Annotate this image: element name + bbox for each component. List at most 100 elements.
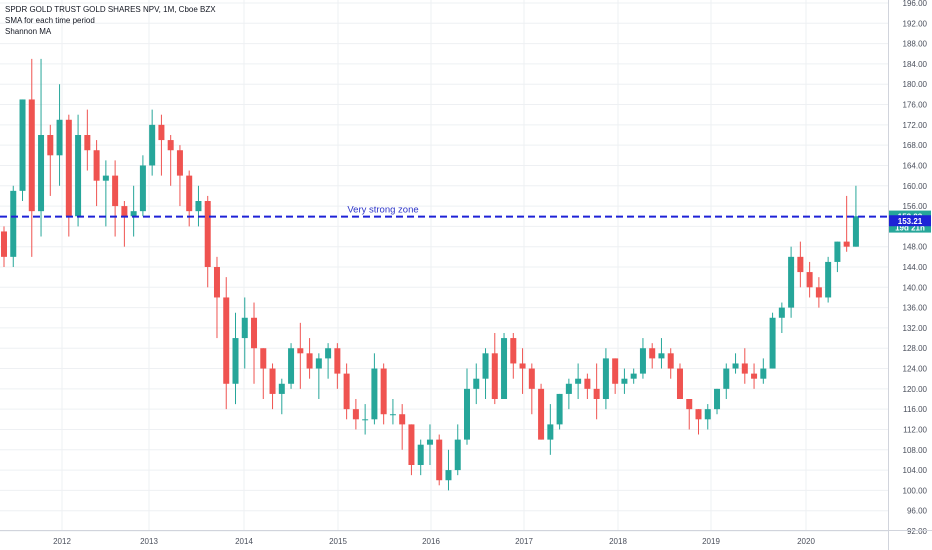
candle	[371, 353, 378, 425]
candle-body	[575, 378, 582, 384]
candle	[676, 363, 683, 399]
candle-body	[167, 140, 174, 151]
grid-lines	[0, 0, 888, 532]
candle-body	[769, 317, 776, 369]
zone-label: Very strong zone	[347, 205, 418, 216]
candle-body	[371, 368, 378, 420]
candle	[454, 424, 461, 476]
candle	[704, 404, 711, 430]
candle-body	[10, 190, 17, 257]
x-tick-label: 2016	[422, 537, 440, 546]
candle-body	[149, 124, 156, 166]
candle	[806, 261, 813, 298]
legend-indicator-sma[interactable]: SMA for each time period	[5, 16, 95, 25]
candle	[519, 348, 526, 394]
candle	[843, 195, 850, 252]
candle	[695, 409, 702, 435]
chart-legend: SPDR GOLD TRUST GOLD SHARES NPV, 1M, Cbo…	[5, 4, 216, 37]
candle-body	[667, 353, 674, 369]
y-tick-label: 132.00	[903, 324, 928, 333]
x-tick-label: 2014	[235, 537, 253, 546]
y-tick-label: 136.00	[903, 304, 928, 313]
candle-body	[19, 99, 26, 191]
candle	[686, 399, 693, 430]
candle-body	[473, 378, 480, 389]
candle	[501, 333, 508, 399]
y-tick-label: 104.00	[903, 466, 928, 475]
candle-body	[723, 368, 730, 389]
candle	[612, 358, 619, 394]
candle	[278, 378, 285, 415]
y-tick-label: 156.00	[903, 202, 928, 211]
candle	[19, 99, 26, 201]
time-axis[interactable]: 2012 2013 2014 2015 2016 2017 2018 2019 2020	[0, 530, 932, 547]
candle-body	[436, 439, 443, 481]
x-tick-label: 2013	[140, 537, 158, 546]
price-axis[interactable]: 92.00 96.00 100.00 104.00 108.00 112.00 116.00…	[888, 0, 928, 550]
y-tick-label: 124.00	[903, 365, 928, 374]
candle-body	[482, 353, 489, 379]
y-tick-label: 172.00	[903, 121, 928, 130]
candle	[714, 388, 721, 415]
candle	[75, 114, 82, 227]
y-tick-label: 176.00	[903, 101, 928, 110]
y-tick-label: 160.00	[903, 182, 928, 191]
candle-body	[538, 388, 545, 440]
candle	[343, 363, 350, 420]
candle-body	[630, 373, 637, 379]
candle	[149, 109, 156, 176]
legend-indicator-shannon[interactable]: Shannon MA	[5, 27, 52, 36]
candle-body	[408, 424, 415, 465]
candle	[102, 160, 109, 227]
candle	[306, 338, 313, 379]
candle	[556, 393, 563, 430]
candle-body	[195, 201, 202, 212]
candle-body	[56, 119, 63, 156]
candle-body	[334, 348, 341, 374]
candle-body	[445, 470, 452, 481]
legend-symbol[interactable]: SPDR GOLD TRUST GOLD SHARES NPV, 1M, Cbo…	[5, 5, 216, 14]
candle-body	[28, 99, 35, 212]
candle-body	[584, 378, 591, 389]
marker-price-bg	[889, 215, 931, 227]
candle	[834, 241, 841, 273]
candle	[649, 343, 656, 369]
marker-price-text: 153.21	[898, 217, 923, 226]
y-tick-label: 148.00	[903, 243, 928, 252]
x-tick-label: 2015	[329, 537, 347, 546]
candle	[241, 297, 248, 369]
candle-body	[325, 348, 332, 359]
candle-body	[204, 201, 211, 267]
candle-body	[399, 414, 406, 425]
candle	[139, 155, 146, 217]
candle	[667, 348, 674, 379]
x-tick-label: 2020	[797, 537, 815, 546]
candle-body	[75, 135, 82, 217]
strong-zone-line: Very strong zone	[0, 205, 888, 218]
candle-body	[269, 368, 276, 394]
candle	[213, 256, 220, 339]
candle	[269, 363, 276, 410]
candle	[547, 404, 554, 455]
candle	[10, 185, 17, 267]
candle-body	[241, 317, 248, 339]
candle	[167, 135, 174, 186]
candle	[93, 140, 100, 207]
candle	[593, 363, 600, 420]
candle-body	[593, 388, 600, 399]
x-tick-label: 2012	[53, 537, 71, 546]
candle-body	[288, 348, 295, 384]
x-tick-label: 2017	[515, 537, 533, 546]
candle	[760, 358, 767, 384]
candle-body	[760, 368, 767, 379]
candle-body	[297, 348, 304, 354]
candle	[584, 373, 591, 399]
candle-body	[38, 135, 45, 212]
candle	[223, 277, 230, 410]
candle	[204, 195, 211, 288]
y-tick-label: 120.00	[903, 385, 928, 394]
candle	[751, 363, 758, 389]
